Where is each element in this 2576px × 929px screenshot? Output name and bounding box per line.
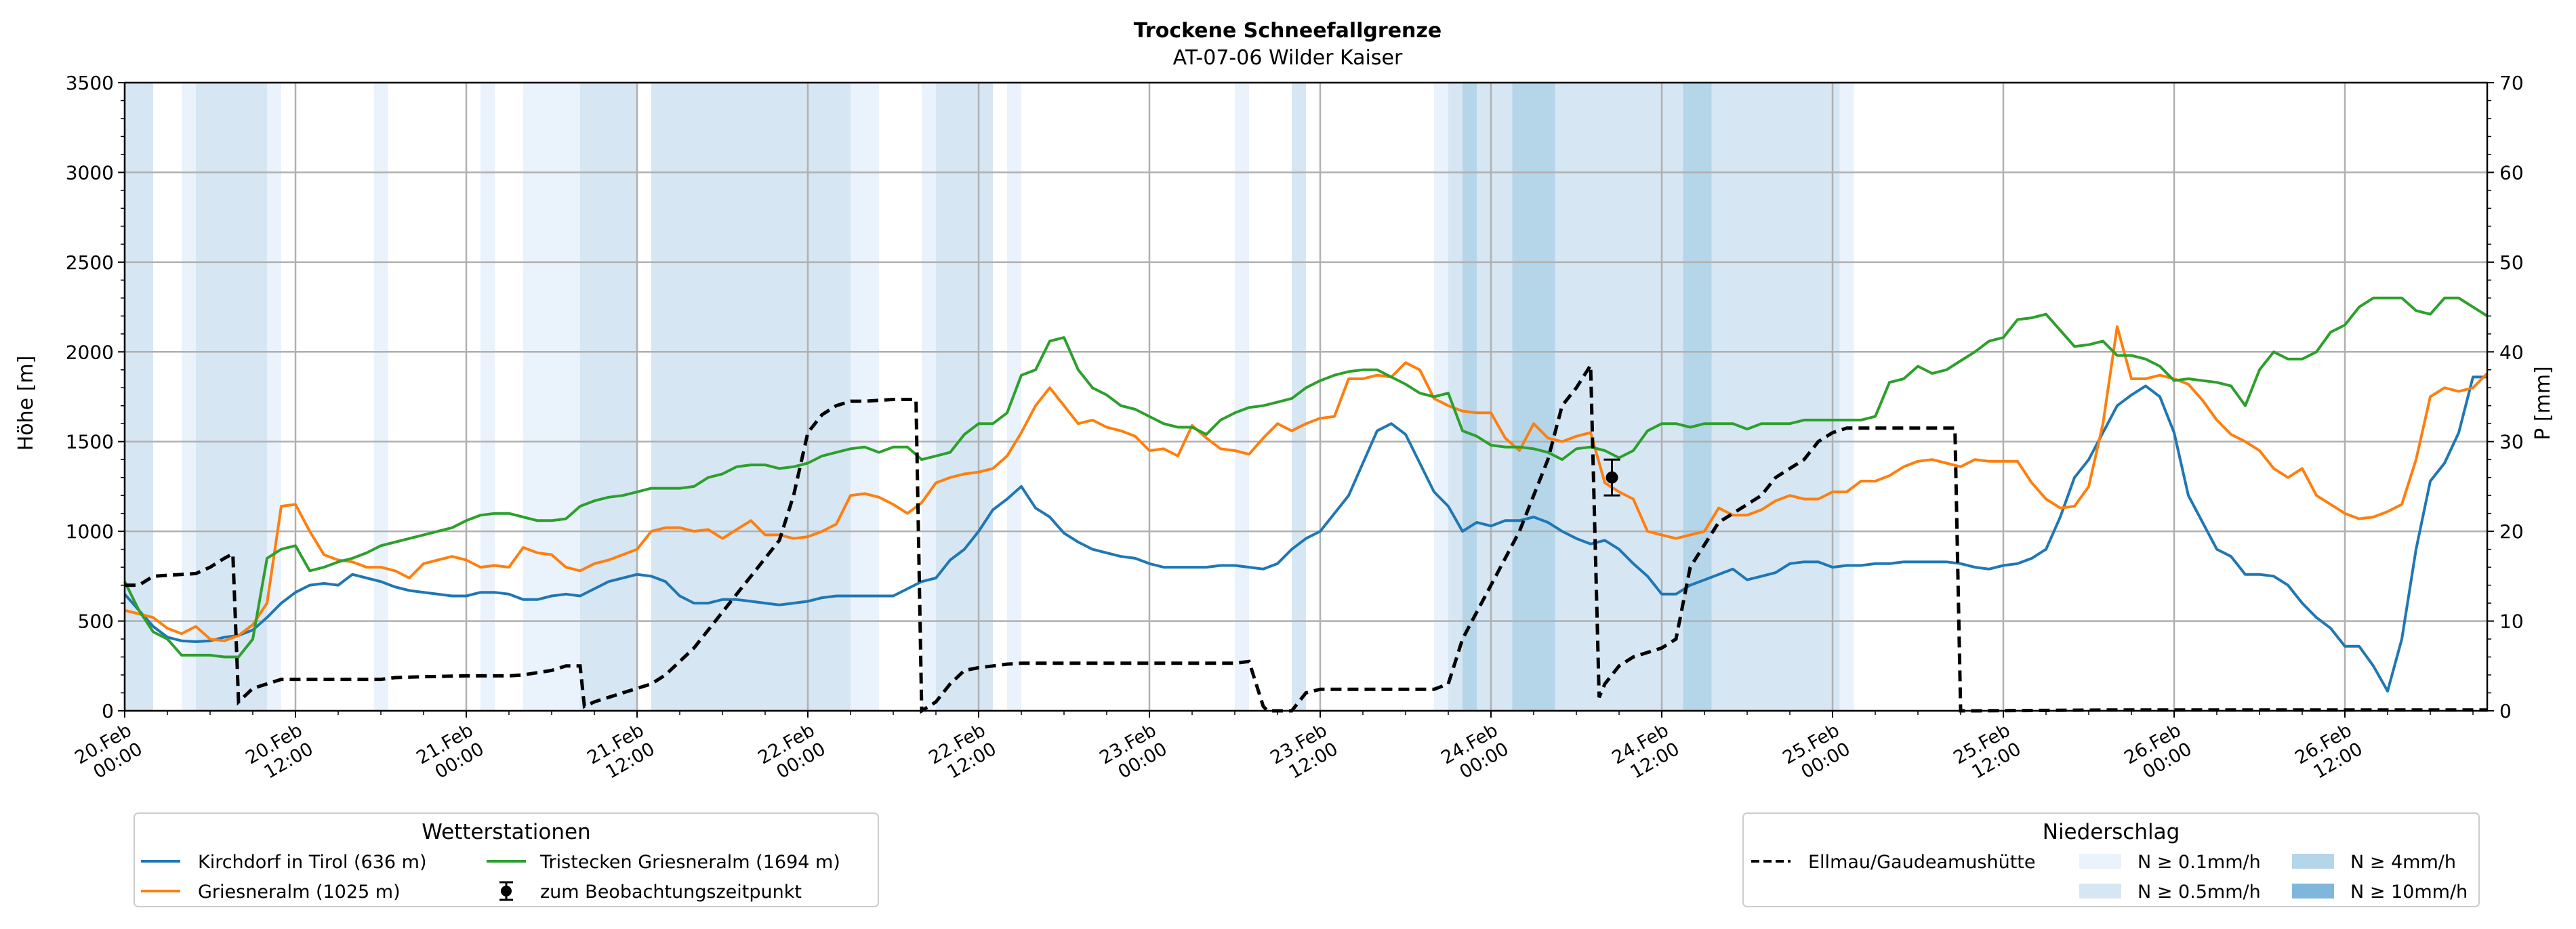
precip-band-15 bbox=[1434, 83, 1448, 711]
precip-line-ellmau bbox=[125, 359, 2487, 714]
series-line-2 bbox=[123, 296, 2489, 659]
observation-point bbox=[1606, 471, 1618, 484]
data-series bbox=[123, 296, 2489, 714]
y2-tick-label-6: 60 bbox=[2499, 161, 2524, 184]
plot-frame bbox=[123, 81, 2489, 712]
precip-band-4 bbox=[373, 83, 388, 711]
legend-observation-marker bbox=[499, 881, 513, 901]
legend-stations-title: Wetterstationen bbox=[422, 820, 590, 844]
precipitation-bands bbox=[125, 83, 1854, 711]
precip-band-2 bbox=[196, 83, 267, 711]
y-tick-label-5: 2500 bbox=[66, 251, 114, 274]
y2-tick-label-4: 40 bbox=[2499, 341, 2524, 363]
legend-item-kirchdorf: Kirchdorf in Tirol (636 m) bbox=[198, 852, 426, 873]
precip-band-9 bbox=[851, 83, 879, 711]
precip-band-23 bbox=[1839, 83, 1854, 711]
legend-stations: Wetterstationen Kirchdorf in Tirol (636 … bbox=[134, 812, 879, 907]
y2-tick-label-3: 30 bbox=[2499, 431, 2524, 453]
legend-swatch-3 bbox=[2292, 884, 2334, 899]
y2-tick-label-2: 20 bbox=[2499, 520, 2524, 543]
legend-swatch-1 bbox=[2079, 884, 2121, 899]
y2-axis-label: P [mm] bbox=[2531, 366, 2555, 440]
precip-band-6 bbox=[523, 83, 580, 711]
y2-tick-label-7: 70 bbox=[2499, 72, 2524, 94]
precip-band-13 bbox=[1235, 83, 1249, 711]
precip-band-20 bbox=[1555, 83, 1683, 711]
legend-item-griesneralm: Griesneralm (1025 m) bbox=[198, 882, 401, 903]
legend-item-ellmau: Ellmau/Gaudeamushütte bbox=[1808, 852, 2035, 873]
precip-band-10 bbox=[922, 83, 936, 711]
chart-title: Trockene Schneefallgrenze bbox=[1134, 19, 1442, 43]
y-tick-label-0: 0 bbox=[102, 700, 114, 722]
y-axis-label: Höhe [m] bbox=[14, 356, 38, 451]
legend-precip-title: Niederschlag bbox=[2043, 820, 2180, 844]
precip-band-5 bbox=[481, 83, 495, 711]
y2-tick-label-5: 50 bbox=[2499, 251, 2524, 274]
precip-band-1 bbox=[182, 83, 196, 711]
legend-level-0: N ≥ 0.1mm/h bbox=[2138, 852, 2261, 873]
y-tick-label-4: 2000 bbox=[66, 341, 114, 363]
y-tick-label-3: 1500 bbox=[66, 431, 114, 453]
legend-swatch-0 bbox=[2079, 854, 2121, 869]
precip-band-7 bbox=[580, 83, 637, 711]
precip-band-17 bbox=[1463, 83, 1477, 711]
precip-band-21 bbox=[1683, 83, 1712, 711]
precip-band-16 bbox=[1448, 83, 1463, 711]
legend-item-observation: zum Beobachtungszeitpunkt bbox=[540, 882, 802, 903]
precip-band-0 bbox=[125, 83, 153, 711]
precip-band-14 bbox=[1292, 83, 1306, 711]
y2-tick-label-0: 0 bbox=[2499, 700, 2512, 722]
precip-band-18 bbox=[1477, 83, 1513, 711]
precip-band-22 bbox=[1711, 83, 1840, 711]
chart-subtitle: AT-07-06 Wilder Kaiser bbox=[1173, 46, 1403, 70]
legend-item-tristecken: Tristecken Griesneralm (1694 m) bbox=[539, 852, 840, 873]
y2-tick-label-1: 10 bbox=[2499, 611, 2524, 633]
series-line-0 bbox=[123, 375, 2487, 693]
legend-level-1: N ≥ 0.5mm/h bbox=[2138, 882, 2261, 903]
legend-level-3: N ≥ 10mm/h bbox=[2350, 882, 2468, 903]
y-tick-label-7: 3500 bbox=[66, 72, 114, 94]
precip-band-11 bbox=[936, 83, 993, 711]
series-line-1 bbox=[124, 325, 2489, 642]
legend-swatch-2 bbox=[2292, 854, 2334, 869]
precip-band-3 bbox=[267, 83, 281, 711]
y-tick-label-1: 500 bbox=[78, 611, 114, 633]
precip-band-8 bbox=[651, 83, 851, 711]
y-tick-label-2: 1000 bbox=[66, 520, 114, 543]
precip-band-19 bbox=[1512, 83, 1555, 711]
legend-precip: Niederschlag Ellmau/Gaudeamushütte N ≥ 0… bbox=[1742, 812, 2480, 907]
legend-level-2: N ≥ 4mm/h bbox=[2350, 852, 2456, 873]
y-tick-label-6: 3000 bbox=[66, 161, 114, 184]
